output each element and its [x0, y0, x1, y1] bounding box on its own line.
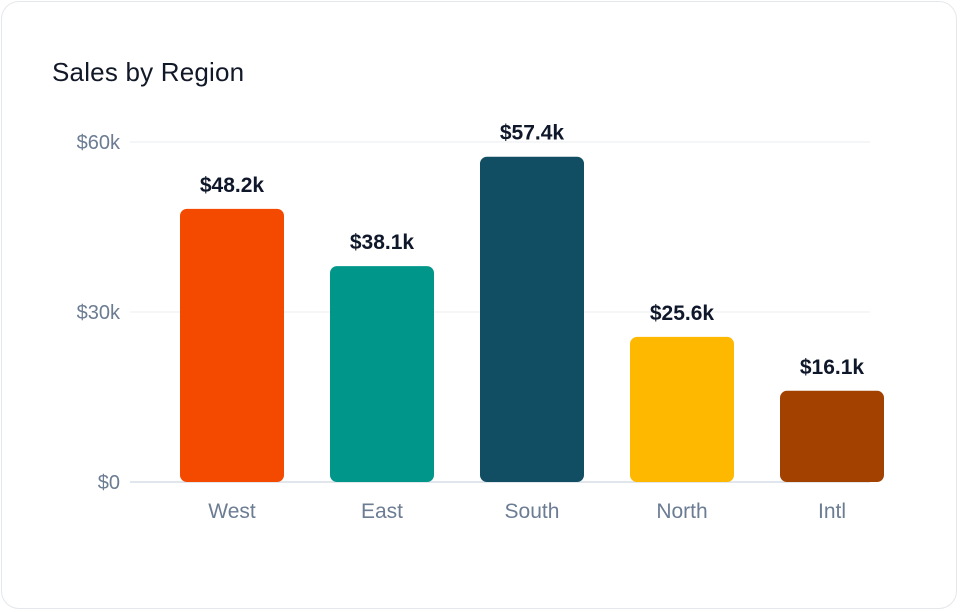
bars [180, 156, 884, 482]
bar-intl [780, 390, 884, 482]
bar-west [180, 208, 284, 482]
y-tick-label: $30k [77, 302, 121, 324]
y-tick-label: $60k [77, 132, 121, 154]
y-tick-label: $0 [98, 472, 120, 494]
bar-east [330, 266, 434, 482]
x-tick-label-north: North [656, 500, 707, 523]
x-tick-label-west: West [208, 500, 256, 523]
chart-title: Sales by Region [52, 57, 245, 87]
data-label-east: $38.1k [350, 231, 415, 254]
data-label-south: $57.4k [500, 122, 565, 145]
bar-south [480, 156, 584, 482]
y-axis-ticks: $0 $30k $60k [77, 132, 121, 494]
data-label-intl: $16.1k [800, 356, 865, 379]
bar-north [630, 336, 734, 482]
data-labels: $48.2k $38.1k $57.4k $25.6k $16.1k [200, 122, 865, 379]
data-label-north: $25.6k [650, 302, 715, 325]
x-axis-labels: West East South North Intl [208, 500, 846, 523]
x-tick-label-east: East [361, 500, 403, 523]
x-tick-label-south: South [505, 500, 560, 523]
x-tick-label-intl: Intl [818, 500, 846, 523]
data-label-west: $48.2k [200, 174, 265, 197]
